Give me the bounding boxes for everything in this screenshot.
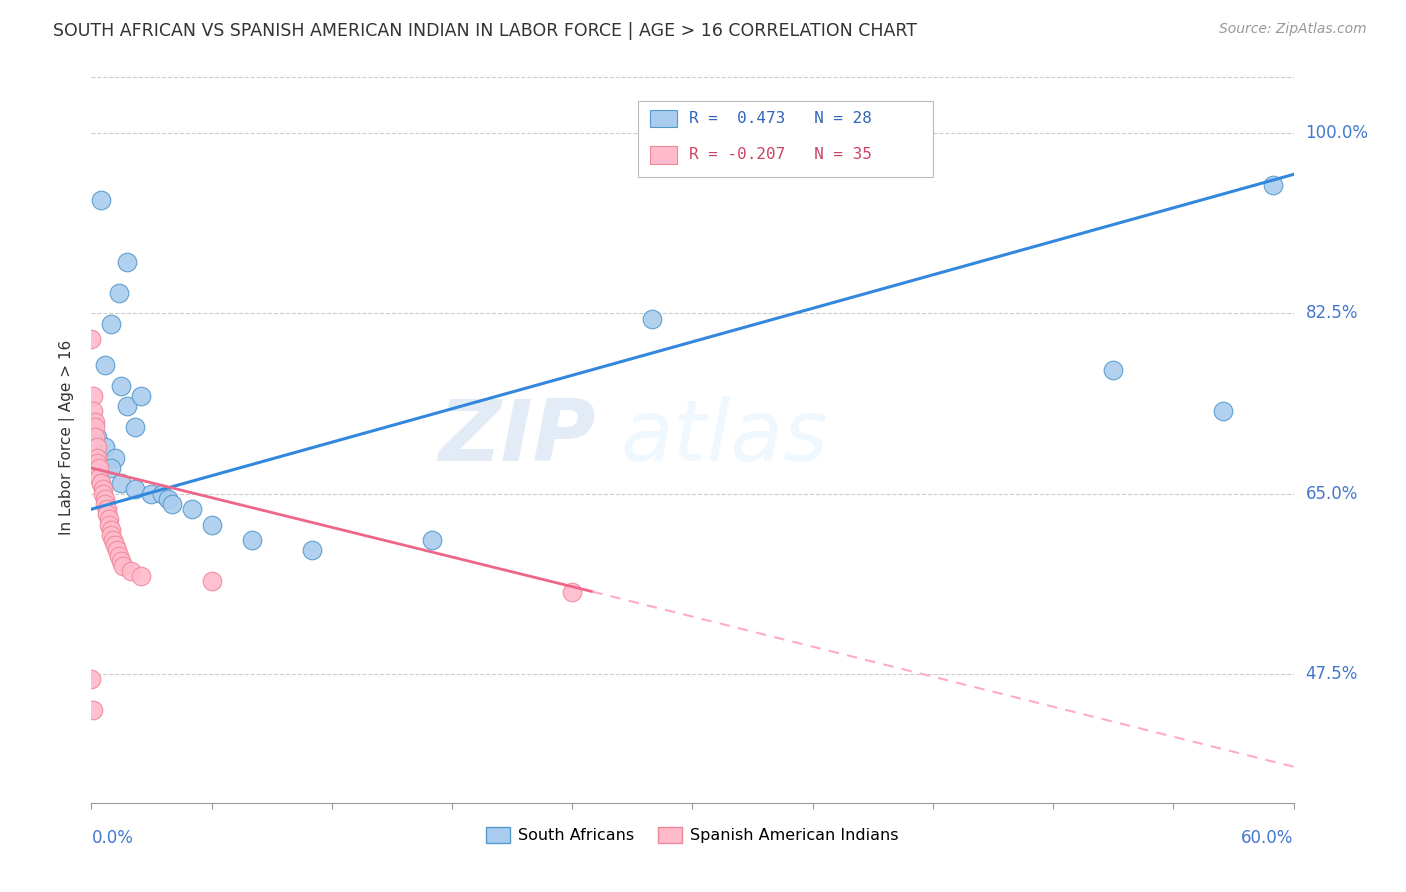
Text: R =  0.473   N = 28: R = 0.473 N = 28 (689, 112, 872, 126)
Bar (651, 146, 676, 163)
Point (84, 430, 107, 444)
Point (561, 584, 583, 599)
Point (98, 517, 121, 532)
Point (641, 311, 664, 326)
Point (94, 491, 117, 506)
Point (160, 497, 183, 511)
Point (89, 461, 111, 475)
Legend: South Africans, Spanish American Indians: South Africans, Spanish American Indians (479, 821, 905, 850)
Point (108, 285, 131, 300)
Point (141, 487, 163, 501)
Point (131, 569, 153, 583)
Point (93, 487, 115, 501)
Bar (651, 110, 676, 128)
Point (104, 538, 127, 552)
Point (100, 461, 122, 475)
Text: 65.0%: 65.0% (1306, 484, 1358, 503)
Point (80, 332, 103, 346)
Point (90, 476, 112, 491)
Point (100, 523, 122, 537)
Point (107, 543, 129, 558)
Point (84, 419, 107, 434)
Point (150, 487, 173, 501)
Point (301, 543, 323, 558)
Text: R = -0.207   N = 35: R = -0.207 N = 35 (689, 147, 872, 162)
Point (110, 476, 132, 491)
Point (117, 399, 139, 413)
Point (124, 482, 146, 496)
Point (82, 404, 104, 418)
Point (86, 456, 108, 470)
Point (93, 482, 115, 496)
Point (110, 378, 132, 392)
Point (80, 672, 103, 686)
Point (86, 441, 108, 455)
Point (100, 528, 122, 542)
Point (89, 471, 111, 485)
Point (84, 415, 107, 429)
Point (104, 450, 127, 465)
Point (108, 549, 131, 563)
Point (1263, 178, 1285, 192)
Point (124, 419, 146, 434)
Point (112, 558, 135, 573)
Text: 47.5%: 47.5% (1306, 665, 1358, 683)
Point (86, 450, 108, 465)
Point (94, 358, 117, 372)
Point (117, 255, 139, 269)
Point (82, 703, 104, 717)
Point (98, 512, 121, 526)
Text: atlas: atlas (620, 395, 828, 479)
Point (1102, 363, 1125, 377)
Point (201, 574, 224, 589)
Point (1212, 404, 1234, 418)
Text: 100.0%: 100.0% (1306, 124, 1368, 142)
Point (94, 441, 117, 455)
Point (156, 491, 179, 506)
Point (86, 430, 108, 444)
Point (180, 502, 202, 516)
Point (90, 193, 112, 207)
Point (96, 508, 118, 522)
Point (82, 389, 104, 403)
Text: 0.0%: 0.0% (91, 829, 134, 847)
Point (96, 502, 118, 516)
Text: 82.5%: 82.5% (1306, 304, 1358, 322)
Point (100, 317, 122, 331)
Point (94, 497, 117, 511)
Point (110, 554, 132, 568)
Point (103, 533, 125, 547)
Point (121, 564, 143, 578)
Text: Source: ZipAtlas.com: Source: ZipAtlas.com (1219, 22, 1367, 37)
Point (201, 517, 224, 532)
Text: ZIP: ZIP (439, 395, 596, 479)
Point (90, 476, 112, 491)
Point (240, 533, 263, 547)
Y-axis label: In Labor Force | Age > 16: In Labor Force | Age > 16 (59, 340, 76, 534)
Text: 60.0%: 60.0% (1241, 829, 1294, 847)
FancyBboxPatch shape (638, 101, 934, 178)
Text: SOUTH AFRICAN VS SPANISH AMERICAN INDIAN IN LABOR FORCE | AGE > 16 CORRELATION C: SOUTH AFRICAN VS SPANISH AMERICAN INDIAN… (53, 22, 918, 40)
Point (420, 533, 443, 547)
Point (131, 389, 153, 403)
